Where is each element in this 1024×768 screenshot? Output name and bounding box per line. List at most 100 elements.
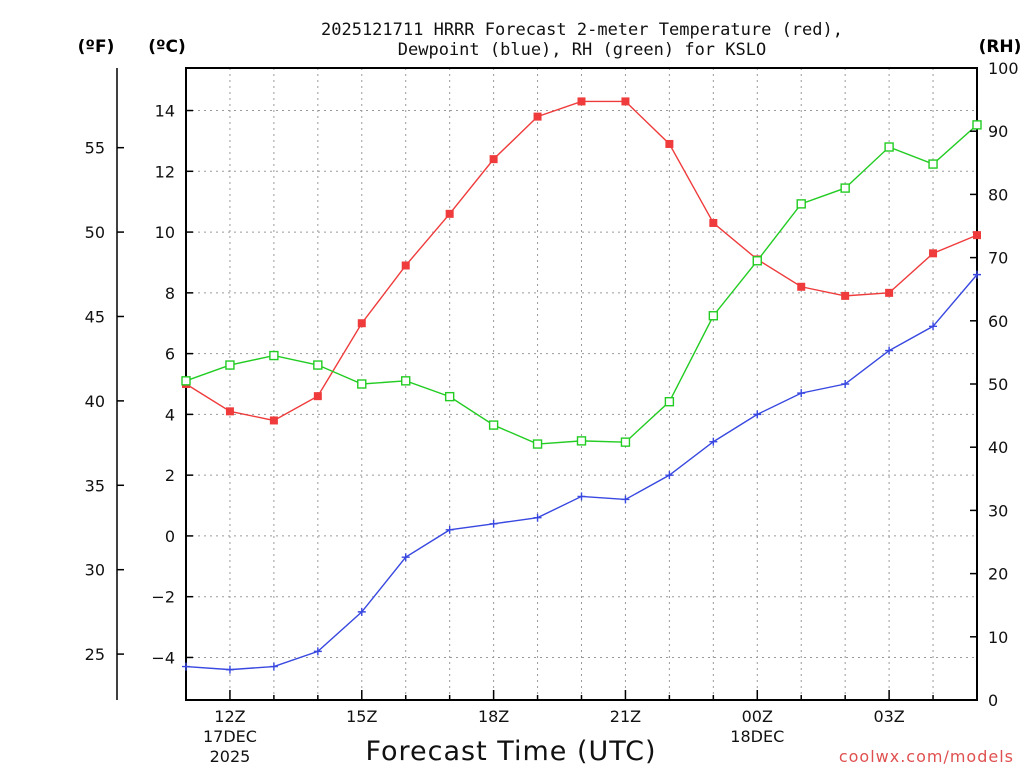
dewpoint-point <box>929 322 938 331</box>
celsius-tick-label: 10 <box>155 223 175 242</box>
temperature-point <box>709 218 718 227</box>
rh-unit-label: (RH) <box>979 37 1022 57</box>
celsius-tick-label: 12 <box>155 162 175 181</box>
temperature-point <box>797 282 806 291</box>
x-tick-label: 18DEC <box>730 727 784 746</box>
rh-point <box>796 199 806 209</box>
grid <box>186 68 977 700</box>
rh-point <box>708 311 719 321</box>
x-axis-label: Forecast Time (UTC) <box>365 736 656 767</box>
dewpoint-point <box>753 410 762 419</box>
dewpoint-point <box>182 662 190 671</box>
rh-point <box>576 436 587 446</box>
rh-point <box>401 376 411 386</box>
temperature-point <box>489 155 498 164</box>
rh-tick-label: 50 <box>988 375 1008 394</box>
dewpoint-point <box>533 513 542 522</box>
rh-point <box>269 350 279 361</box>
celsius-tick-label: 14 <box>155 102 175 121</box>
series-dewpoint <box>182 270 981 674</box>
temperature-point <box>269 416 278 425</box>
temperature-point <box>445 209 454 218</box>
series <box>181 97 982 674</box>
rh-tick-label: 10 <box>988 628 1008 647</box>
fahrenheit-tick-label: 40 <box>85 392 105 411</box>
dewpoint-point <box>357 607 366 616</box>
rh-point <box>181 376 191 386</box>
rh-point <box>752 256 762 266</box>
rh-point <box>488 420 499 430</box>
rh-point <box>620 437 631 447</box>
x-tick-label: 17DEC <box>203 727 257 746</box>
rh-tick-label: 90 <box>988 122 1008 141</box>
rh-tick-label: 80 <box>988 185 1008 204</box>
dewpoint-point <box>973 270 981 279</box>
fahrenheit-tick-label: 45 <box>85 307 105 326</box>
fahrenheit-tick-label: 25 <box>85 645 105 664</box>
rh-point <box>664 396 675 407</box>
temperature-point <box>885 288 894 297</box>
temperature-point <box>357 319 366 328</box>
plot-frame <box>185 67 978 701</box>
credit-text: coolwx.com/models <box>839 747 1014 766</box>
rh-point <box>444 391 455 402</box>
temperature-point <box>313 392 322 401</box>
rh-point <box>225 360 235 370</box>
temperature-point <box>841 291 850 300</box>
dewpoint-point <box>621 495 630 504</box>
fahrenheit-unit-label: (ºF) <box>78 37 115 57</box>
celsius-unit-label: (ºC) <box>148 37 186 57</box>
dewpoint-point <box>269 662 278 671</box>
rh-tick-label: 40 <box>988 438 1008 457</box>
temperature-point <box>577 97 586 106</box>
dewpoint-point <box>841 380 850 388</box>
rh-tick-label: 0 <box>988 691 998 710</box>
celsius-tick-label: 8 <box>165 284 175 303</box>
chart-title-line-2: Dewpoint (blue), RH (green) for KSLO <box>398 40 766 60</box>
rh-point <box>884 142 894 152</box>
temperature-point <box>533 112 542 121</box>
celsius-tick-label: 2 <box>165 466 175 485</box>
temperature-point <box>401 261 410 270</box>
fahrenheit-tick-label: 35 <box>85 476 105 495</box>
rh-tick-label: 30 <box>988 501 1008 520</box>
rh-point <box>313 360 323 370</box>
x-tick-label: 2025 <box>210 747 251 766</box>
dewpoint-point <box>885 346 894 355</box>
rh-tick-label: 60 <box>988 312 1008 331</box>
dewpoint-point <box>665 471 674 480</box>
rh-point <box>928 159 938 169</box>
x-tick-label: 18Z <box>478 707 509 726</box>
rh-point <box>357 379 367 389</box>
chart-title-line-1: 2025121711 HRRR Forecast 2-meter Tempera… <box>321 20 843 40</box>
celsius-tick-label: −2 <box>151 588 175 607</box>
celsius-tick-label: 6 <box>165 345 175 364</box>
rh-point <box>532 439 543 449</box>
temperature-point <box>225 407 234 416</box>
dewpoint-point <box>313 647 322 656</box>
x-tick-label: 03Z <box>873 707 904 726</box>
rh-tick-label: 70 <box>988 249 1008 268</box>
celsius-tick-label: −4 <box>151 648 175 667</box>
celsius-tick-label: 0 <box>165 527 175 546</box>
dewpoint-point <box>577 492 586 501</box>
fahrenheit-tick-label: 55 <box>85 139 105 158</box>
celsius-tick-label: 4 <box>165 405 175 424</box>
tick-labels: −4 −2 0 2 4 6 8 10 12 14 25 30 35 40 45 50 55 0 10 20 30 40 50… <box>85 59 1019 766</box>
temperature-point <box>665 139 674 148</box>
x-tick-label: 12Z <box>214 707 245 726</box>
x-tick-label: 15Z <box>346 707 377 726</box>
series-rh <box>181 120 982 449</box>
temperature-point <box>621 97 630 106</box>
dewpoint-point <box>445 525 454 534</box>
dewpoint-point <box>401 553 410 562</box>
temperature-point <box>929 249 938 258</box>
dewpoint-point <box>797 389 806 398</box>
x-tick-label: 00Z <box>742 707 773 726</box>
rh-tick-label: 20 <box>988 565 1008 584</box>
x-tick-label: 21Z <box>610 707 641 726</box>
fahrenheit-tick-label: 30 <box>85 561 105 580</box>
rh-point <box>972 120 982 130</box>
rh-tick-label: 100 <box>988 59 1019 78</box>
